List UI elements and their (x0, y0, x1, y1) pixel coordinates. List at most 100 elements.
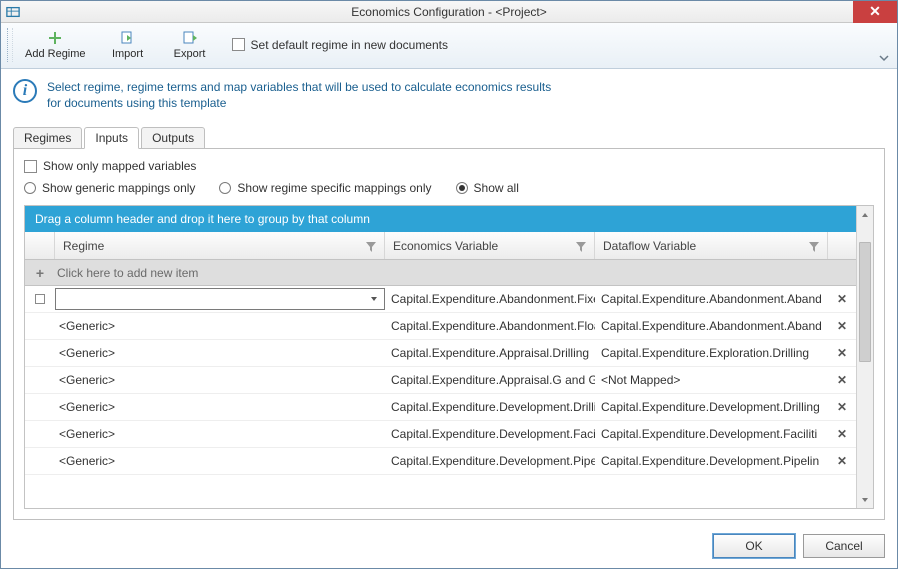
column-label: Dataflow Variable (603, 239, 696, 253)
table-row[interactable]: Capital.Expenditure.Abandonment.FixedCap… (25, 286, 856, 313)
tab-label: Inputs (95, 131, 128, 145)
filter-icon[interactable] (366, 241, 376, 251)
regime-dropdown[interactable] (55, 288, 385, 310)
toolbar: Add Regime Import Export Set default reg… (1, 23, 897, 69)
delete-row-button[interactable]: ✕ (828, 454, 856, 468)
cell-economics-variable: Capital.Expenditure.Abandonment.Floati (385, 319, 595, 333)
window: Economics Configuration - <Project> ✕ Ad… (0, 0, 898, 569)
cancel-button[interactable]: Cancel (803, 534, 885, 558)
tabstrip: Regimes Inputs Outputs (13, 125, 885, 149)
cell-economics-variable: Capital.Expenditure.Development.Faciliti (385, 427, 595, 441)
radio-icon (456, 182, 468, 194)
delete-row-button[interactable]: ✕ (828, 427, 856, 441)
add-regime-label: Add Regime (25, 48, 86, 60)
column-label: Economics Variable (393, 239, 498, 253)
scroll-down-button[interactable] (857, 491, 873, 508)
grid-header: Regime Economics Variable (25, 232, 856, 260)
cell-economics-variable: Capital.Expenditure.Development.Drilling (385, 400, 595, 414)
toolbar-overflow-button[interactable] (879, 52, 891, 64)
cell-regime[interactable]: <Generic> (55, 454, 385, 468)
tab-inputs[interactable]: Inputs (84, 127, 139, 149)
table-row[interactable]: <Generic>Capital.Expenditure.Abandonment… (25, 313, 856, 340)
current-row-marker-icon (35, 294, 45, 304)
grid: Drag a column header and drop it here to… (24, 205, 874, 509)
cell-economics-variable: Capital.Expenditure.Abandonment.Fixed (385, 292, 595, 306)
vertical-scrollbar[interactable] (856, 206, 873, 508)
export-button[interactable]: Export (166, 27, 214, 62)
radio-label: Show all (474, 181, 519, 195)
dialog-footer: OK Cancel (1, 526, 897, 568)
add-new-row[interactable]: + Click here to add new item (25, 260, 856, 286)
checkbox-icon (24, 160, 37, 173)
ok-button[interactable]: OK (713, 534, 795, 558)
delete-row-button[interactable]: ✕ (828, 292, 856, 306)
show-only-mapped-label: Show only mapped variables (43, 159, 196, 173)
column-header-delete (828, 232, 856, 259)
cell-dataflow-variable: Capital.Expenditure.Development.Faciliti (595, 427, 828, 441)
table-row[interactable]: <Generic>Capital.Expenditure.Appraisal.D… (25, 340, 856, 367)
cell-regime[interactable]: <Generic> (55, 373, 385, 387)
radio-regime-specific-only[interactable]: Show regime specific mappings only (219, 181, 431, 195)
table-row[interactable]: <Generic>Capital.Expenditure.Appraisal.G… (25, 367, 856, 394)
import-icon (119, 29, 137, 47)
column-header-dataflow-variable[interactable]: Dataflow Variable (595, 232, 828, 259)
cell-regime[interactable] (55, 288, 385, 310)
delete-row-button[interactable]: ✕ (828, 400, 856, 414)
cell-regime[interactable]: <Generic> (55, 427, 385, 441)
column-header-economics-variable[interactable]: Economics Variable (385, 232, 595, 259)
close-button[interactable]: ✕ (853, 1, 897, 23)
button-label: Cancel (825, 539, 862, 553)
show-only-mapped-checkbox[interactable]: Show only mapped variables (24, 159, 874, 173)
toolbar-grip (7, 28, 13, 62)
import-label: Import (112, 48, 143, 60)
cell-dataflow-variable: Capital.Expenditure.Development.Drilling (595, 400, 828, 414)
column-label: Regime (63, 239, 104, 253)
cell-economics-variable: Capital.Expenditure.Development.Pipelin (385, 454, 595, 468)
tab-panel-inputs: Show only mapped variables Show generic … (13, 149, 885, 520)
export-label: Export (174, 48, 206, 60)
cell-economics-variable: Capital.Expenditure.Appraisal.Drilling (385, 346, 595, 360)
export-icon (181, 29, 199, 47)
add-new-row-label: Click here to add new item (55, 266, 198, 280)
cell-regime[interactable]: <Generic> (55, 346, 385, 360)
row-handle[interactable] (25, 294, 55, 304)
filter-icon[interactable] (809, 241, 819, 251)
cell-dataflow-variable: <Not Mapped> (595, 373, 828, 387)
grid-rows: Capital.Expenditure.Abandonment.FixedCap… (25, 286, 856, 508)
cell-economics-variable: Capital.Expenditure.Appraisal.G and G (385, 373, 595, 387)
group-by-bar[interactable]: Drag a column header and drop it here to… (25, 206, 856, 232)
cell-dataflow-variable: Capital.Expenditure.Abandonment.Aband (595, 292, 828, 306)
cell-regime[interactable]: <Generic> (55, 319, 385, 333)
app-icon (5, 4, 21, 20)
scroll-thumb[interactable] (859, 242, 871, 362)
scroll-up-button[interactable] (857, 206, 873, 223)
info-icon: i (13, 79, 37, 103)
radio-icon (24, 182, 36, 194)
filter-icon[interactable] (576, 241, 586, 251)
import-button[interactable]: Import (104, 27, 152, 62)
radio-generic-only[interactable]: Show generic mappings only (24, 181, 195, 195)
group-by-hint: Drag a column header and drop it here to… (35, 212, 370, 226)
delete-row-button[interactable]: ✕ (828, 373, 856, 387)
checkbox-icon (232, 38, 245, 51)
table-row[interactable]: <Generic>Capital.Expenditure.Development… (25, 394, 856, 421)
delete-row-button[interactable]: ✕ (828, 319, 856, 333)
radio-label: Show generic mappings only (42, 181, 195, 195)
table-row[interactable]: <Generic>Capital.Expenditure.Development… (25, 421, 856, 448)
titlebar: Economics Configuration - <Project> ✕ (1, 1, 897, 23)
add-regime-button[interactable]: Add Regime (21, 27, 90, 62)
mapping-filter-radios: Show generic mappings only Show regime s… (24, 181, 874, 195)
column-header-regime[interactable]: Regime (55, 232, 385, 259)
delete-row-button[interactable]: ✕ (828, 346, 856, 360)
cell-dataflow-variable: Capital.Expenditure.Exploration.Drilling (595, 346, 828, 360)
tab-outputs[interactable]: Outputs (141, 127, 205, 149)
tab-regimes[interactable]: Regimes (13, 127, 82, 149)
info-text: Select regime, regime terms and map vari… (47, 79, 567, 111)
radio-show-all[interactable]: Show all (456, 181, 519, 195)
info-panel: i Select regime, regime terms and map va… (13, 79, 885, 111)
chevron-down-icon (366, 291, 382, 307)
table-row[interactable]: <Generic>Capital.Expenditure.Development… (25, 448, 856, 475)
cell-regime[interactable]: <Generic> (55, 400, 385, 414)
radio-label: Show regime specific mappings only (237, 181, 431, 195)
default-regime-checkbox[interactable]: Set default regime in new documents (232, 38, 448, 52)
